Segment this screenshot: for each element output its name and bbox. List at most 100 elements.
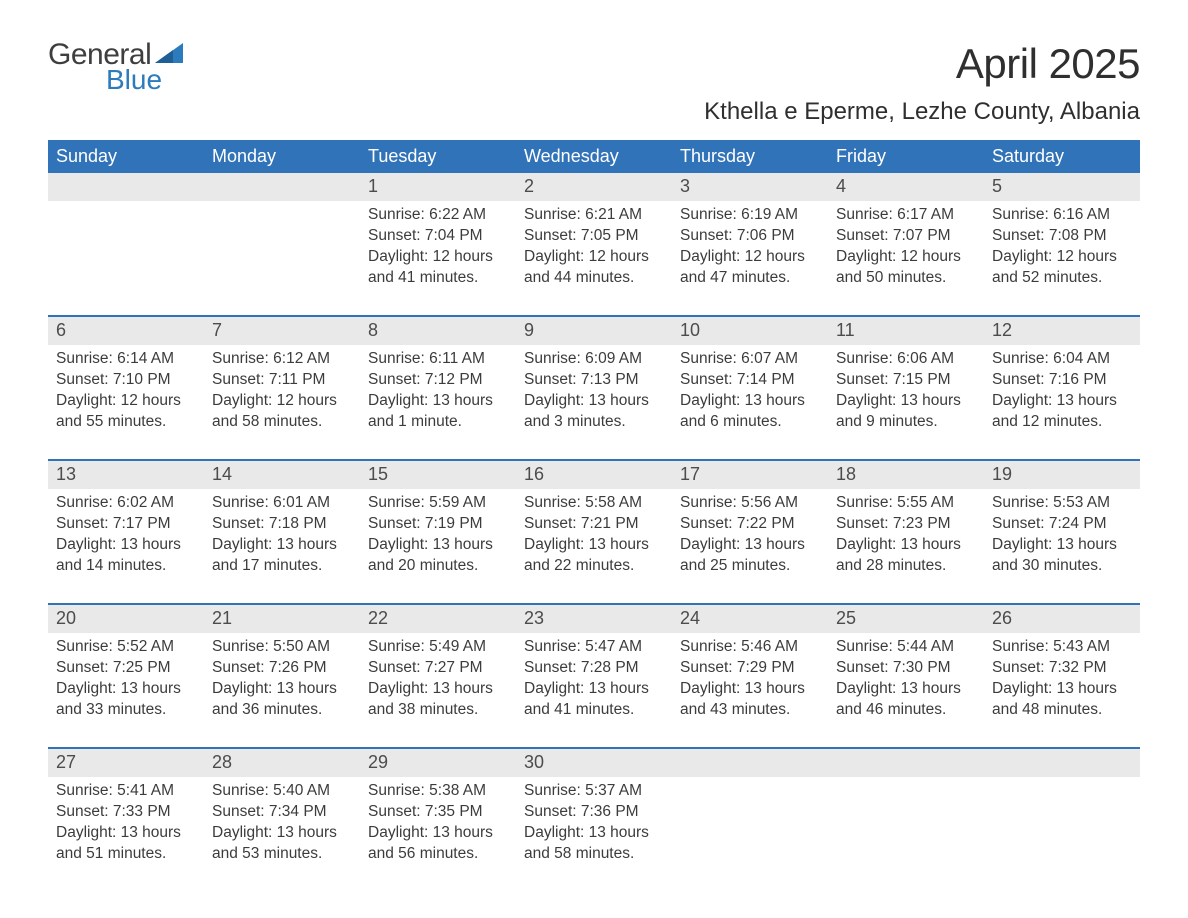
day-info-line: Daylight: 13 hours and 36 minutes. xyxy=(212,679,352,721)
day-body: Sunrise: 5:53 AMSunset: 7:24 PMDaylight:… xyxy=(984,489,1140,589)
day-info-line: Sunset: 7:28 PM xyxy=(524,658,664,679)
day-number: 3 xyxy=(672,173,828,201)
day-info-line: Sunset: 7:06 PM xyxy=(680,226,820,247)
day-info-line: Sunrise: 6:12 AM xyxy=(212,349,352,370)
day-number: 16 xyxy=(516,461,672,489)
day-body: Sunrise: 6:12 AMSunset: 7:11 PMDaylight:… xyxy=(204,345,360,445)
day-info-line: Daylight: 13 hours and 38 minutes. xyxy=(368,679,508,721)
day-body: Sunrise: 5:50 AMSunset: 7:26 PMDaylight:… xyxy=(204,633,360,733)
week-row: 6789101112Sunrise: 6:14 AMSunset: 7:10 P… xyxy=(48,315,1140,445)
day-info-line: Daylight: 13 hours and 51 minutes. xyxy=(56,823,196,865)
day-number: 22 xyxy=(360,605,516,633)
day-body: Sunrise: 5:58 AMSunset: 7:21 PMDaylight:… xyxy=(516,489,672,589)
day-number xyxy=(48,173,204,201)
day-body: Sunrise: 5:37 AMSunset: 7:36 PMDaylight:… xyxy=(516,777,672,877)
day-info-line: Sunrise: 5:44 AM xyxy=(836,637,976,658)
day-number xyxy=(672,749,828,777)
day-number xyxy=(828,749,984,777)
day-body xyxy=(48,201,204,301)
day-info-line: Sunset: 7:30 PM xyxy=(836,658,976,679)
day-body: Sunrise: 6:02 AMSunset: 7:17 PMDaylight:… xyxy=(48,489,204,589)
day-info-line: Sunset: 7:04 PM xyxy=(368,226,508,247)
day-body xyxy=(984,777,1140,877)
day-info-line: Sunrise: 6:16 AM xyxy=(992,205,1132,226)
header: General Blue April 2025 Kthella e Eperme… xyxy=(48,40,1140,126)
day-info-line: Sunrise: 5:46 AM xyxy=(680,637,820,658)
day-info-line: Sunset: 7:16 PM xyxy=(992,370,1132,391)
day-body: Sunrise: 6:04 AMSunset: 7:16 PMDaylight:… xyxy=(984,345,1140,445)
day-info-line: Daylight: 12 hours and 44 minutes. xyxy=(524,247,664,289)
day-info-line: Daylight: 13 hours and 9 minutes. xyxy=(836,391,976,433)
day-body: Sunrise: 5:49 AMSunset: 7:27 PMDaylight:… xyxy=(360,633,516,733)
day-info-line: Sunset: 7:17 PM xyxy=(56,514,196,535)
day-info-line: Daylight: 13 hours and 28 minutes. xyxy=(836,535,976,577)
day-body: Sunrise: 5:46 AMSunset: 7:29 PMDaylight:… xyxy=(672,633,828,733)
day-info-line: Daylight: 12 hours and 52 minutes. xyxy=(992,247,1132,289)
day-info-line: Sunset: 7:12 PM xyxy=(368,370,508,391)
day-info-line: Daylight: 13 hours and 41 minutes. xyxy=(524,679,664,721)
day-body: Sunrise: 6:11 AMSunset: 7:12 PMDaylight:… xyxy=(360,345,516,445)
day-number: 12 xyxy=(984,317,1140,345)
day-number: 15 xyxy=(360,461,516,489)
logo-text-blue: Blue xyxy=(106,66,183,94)
day-number xyxy=(984,749,1140,777)
page-title: April 2025 xyxy=(704,40,1140,88)
day-body: Sunrise: 6:14 AMSunset: 7:10 PMDaylight:… xyxy=(48,345,204,445)
day-info-line: Daylight: 13 hours and 25 minutes. xyxy=(680,535,820,577)
day-body: Sunrise: 5:56 AMSunset: 7:22 PMDaylight:… xyxy=(672,489,828,589)
day-info-line: Sunrise: 6:19 AM xyxy=(680,205,820,226)
day-info-line: Sunset: 7:22 PM xyxy=(680,514,820,535)
day-info-line: Sunrise: 5:41 AM xyxy=(56,781,196,802)
day-body: Sunrise: 5:41 AMSunset: 7:33 PMDaylight:… xyxy=(48,777,204,877)
day-info-line: Sunrise: 5:37 AM xyxy=(524,781,664,802)
day-info-line: Sunset: 7:15 PM xyxy=(836,370,976,391)
day-info-line: Sunset: 7:35 PM xyxy=(368,802,508,823)
day-info-line: Daylight: 13 hours and 22 minutes. xyxy=(524,535,664,577)
day-body: Sunrise: 6:16 AMSunset: 7:08 PMDaylight:… xyxy=(984,201,1140,301)
day-info-line: Sunset: 7:34 PM xyxy=(212,802,352,823)
day-info-line: Sunrise: 6:06 AM xyxy=(836,349,976,370)
day-info-line: Daylight: 12 hours and 58 minutes. xyxy=(212,391,352,433)
week-row: 12345Sunrise: 6:22 AMSunset: 7:04 PMDayl… xyxy=(48,173,1140,301)
day-info-line: Sunset: 7:25 PM xyxy=(56,658,196,679)
day-number: 25 xyxy=(828,605,984,633)
day-info-line: Daylight: 13 hours and 43 minutes. xyxy=(680,679,820,721)
day-info-line: Sunrise: 5:40 AM xyxy=(212,781,352,802)
day-info-line: Sunrise: 5:43 AM xyxy=(992,637,1132,658)
day-info-line: Daylight: 13 hours and 33 minutes. xyxy=(56,679,196,721)
day-info-line: Daylight: 12 hours and 55 minutes. xyxy=(56,391,196,433)
day-number: 17 xyxy=(672,461,828,489)
day-info-line: Daylight: 13 hours and 17 minutes. xyxy=(212,535,352,577)
day-info-line: Sunrise: 5:50 AM xyxy=(212,637,352,658)
day-number: 1 xyxy=(360,173,516,201)
day-body: Sunrise: 5:47 AMSunset: 7:28 PMDaylight:… xyxy=(516,633,672,733)
day-body: Sunrise: 6:17 AMSunset: 7:07 PMDaylight:… xyxy=(828,201,984,301)
day-info-line: Daylight: 13 hours and 20 minutes. xyxy=(368,535,508,577)
day-info-line: Sunrise: 5:53 AM xyxy=(992,493,1132,514)
day-number: 10 xyxy=(672,317,828,345)
week-row: 20212223242526Sunrise: 5:52 AMSunset: 7:… xyxy=(48,603,1140,733)
week-row: 13141516171819Sunrise: 6:02 AMSunset: 7:… xyxy=(48,459,1140,589)
day-info-line: Sunset: 7:21 PM xyxy=(524,514,664,535)
day-number: 7 xyxy=(204,317,360,345)
day-body: Sunrise: 5:43 AMSunset: 7:32 PMDaylight:… xyxy=(984,633,1140,733)
day-info-line: Sunset: 7:07 PM xyxy=(836,226,976,247)
day-info-line: Sunset: 7:29 PM xyxy=(680,658,820,679)
day-body xyxy=(828,777,984,877)
day-body: Sunrise: 6:21 AMSunset: 7:05 PMDaylight:… xyxy=(516,201,672,301)
day-info-line: Sunrise: 6:01 AM xyxy=(212,493,352,514)
day-number: 23 xyxy=(516,605,672,633)
day-info-line: Sunrise: 6:02 AM xyxy=(56,493,196,514)
day-number: 2 xyxy=(516,173,672,201)
day-number: 27 xyxy=(48,749,204,777)
day-info-line: Sunrise: 6:04 AM xyxy=(992,349,1132,370)
weekday-tuesday: Tuesday xyxy=(360,140,516,173)
day-info-line: Sunrise: 6:22 AM xyxy=(368,205,508,226)
day-body: Sunrise: 6:22 AMSunset: 7:04 PMDaylight:… xyxy=(360,201,516,301)
day-info-line: Daylight: 13 hours and 6 minutes. xyxy=(680,391,820,433)
weekday-sunday: Sunday xyxy=(48,140,204,173)
day-body: Sunrise: 5:59 AMSunset: 7:19 PMDaylight:… xyxy=(360,489,516,589)
weekday-wednesday: Wednesday xyxy=(516,140,672,173)
day-info-line: Sunset: 7:36 PM xyxy=(524,802,664,823)
day-body: Sunrise: 6:01 AMSunset: 7:18 PMDaylight:… xyxy=(204,489,360,589)
